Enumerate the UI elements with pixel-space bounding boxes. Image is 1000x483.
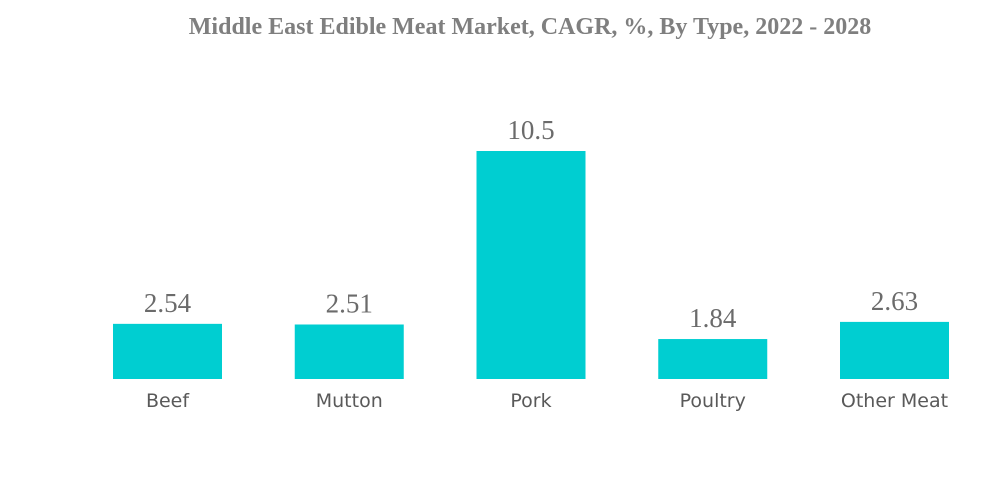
x-tick-label: Pork — [510, 390, 551, 412]
data-label: 1.84 — [689, 303, 737, 333]
bar-mutton — [294, 324, 404, 379]
bar-other-meat — [840, 321, 949, 379]
chart-title: Middle East Edible Meat Market, CAGR, %,… — [188, 14, 872, 40]
data-label: 10.5 — [507, 115, 554, 145]
x-tick-label: Mutton — [316, 390, 383, 412]
bar-pork — [476, 151, 586, 379]
x-tick-label: Poultry — [680, 390, 746, 412]
bar-beef — [113, 323, 222, 379]
data-label: 2.63 — [871, 286, 918, 316]
bar-poultry — [658, 339, 768, 379]
data-label: 2.54 — [144, 288, 192, 318]
data-label: 2.51 — [326, 288, 373, 318]
x-tick-label: Other Meat — [841, 390, 948, 412]
x-tick-label: Beef — [146, 390, 190, 412]
